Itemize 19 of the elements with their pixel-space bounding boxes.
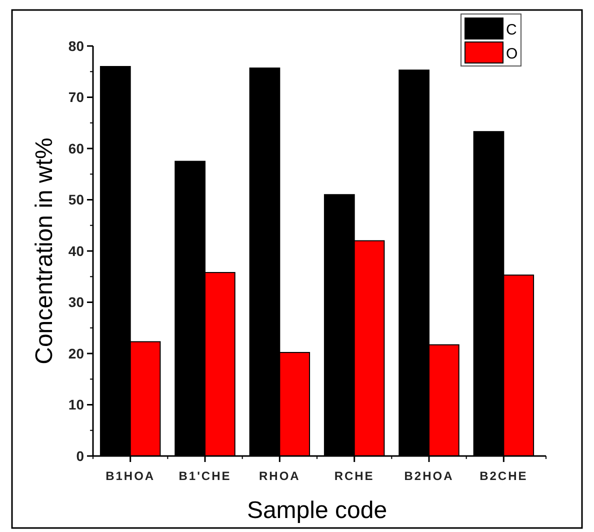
x-tick-label: RCHE [334,469,374,483]
legend-label: C [506,21,517,38]
y-tick-label: 20 [68,345,84,362]
x-tick-label: B1HOA [106,469,156,483]
y-tick-label: 30 [68,294,84,310]
x-axis-title: Sample code [246,497,388,524]
y-tick-label: 0 [76,448,84,464]
legend-label: O [506,45,518,62]
x-tick-label: B2HOA [404,469,454,483]
y-axis-title: Concentration in wt% [31,138,58,364]
y-tick-label: 70 [68,89,84,106]
x-tick-label: RHOA [258,469,300,483]
y-tick-label: 10 [68,396,84,413]
y-tick-label: 80 [68,38,84,54]
x-tick-label: B2CHE [480,469,528,483]
y-tick-label: 50 [68,192,84,208]
x-tick-label: B1'CHE [178,469,232,483]
y-tick-label: 60 [68,140,84,156]
y-tick-label: 40 [68,242,84,259]
